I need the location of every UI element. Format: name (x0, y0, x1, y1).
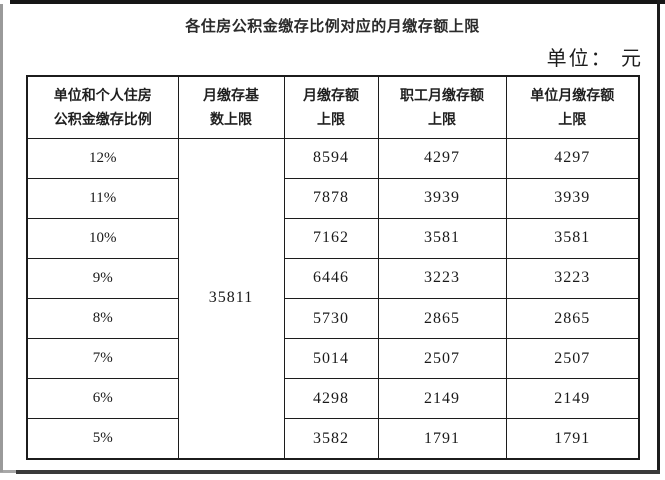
employer-cap-cell: 1791 (505, 418, 640, 460)
unit-label: 单位： 元 (546, 46, 643, 70)
employer-cap-cell: 2865 (505, 297, 640, 340)
ratio-cell: 12% (26, 137, 179, 179)
ratio-cell: 10% (26, 217, 179, 259)
table-row: 10% 7162 3581 3581 (26, 217, 640, 259)
page-border-bottom (16, 470, 660, 474)
ratio-cell: 8% (26, 297, 179, 340)
header-row: 单位和个人住房 公积金缴存比例 月缴存基 数上限 月缴存额 上限 职工月缴存额 … (26, 75, 640, 139)
table-row: 8% 5730 2865 2865 (26, 297, 640, 340)
employee-cap-cell: 4297 (377, 137, 507, 179)
employee-cap-cell: 3223 (377, 257, 507, 300)
page-border-bottom-left (0, 470, 16, 473)
header-ratio: 单位和个人住房 公积金缴存比例 (26, 75, 179, 139)
table-row: 7% 5014 2507 2507 (26, 338, 640, 380)
employer-cap-cell: 4297 (505, 137, 640, 179)
employer-cap-cell: 3939 (505, 177, 640, 219)
ratio-cell: 11% (26, 177, 179, 219)
employee-cap-cell: 2507 (377, 338, 507, 380)
employee-cap-cell: 2865 (377, 297, 507, 340)
ratio-cell: 7% (26, 338, 179, 380)
header-employee-cap: 职工月缴存额 上限 (377, 75, 507, 139)
page-border-left (0, 4, 3, 472)
header-employer-cap: 单位月缴存额 上限 (505, 75, 640, 139)
total-cap-cell: 7878 (283, 177, 379, 219)
ratio-cell: 9% (26, 257, 179, 300)
header-base-cap: 月缴存基 数上限 (177, 75, 285, 139)
base-cap-merged-cell: 35811 (177, 137, 285, 460)
employee-cap-cell: 3939 (377, 177, 507, 219)
table-row: 12% 35811 8594 4297 4297 (26, 137, 640, 460)
header-monthly-cap: 月缴存额 上限 (283, 75, 379, 139)
page-border-right (657, 0, 660, 474)
fund-cap-table: 单位和个人住房 公积金缴存比例 月缴存基 数上限 月缴存额 上限 职工月缴存额 … (26, 75, 640, 460)
total-cap-cell: 8594 (283, 137, 379, 179)
total-cap-cell: 4298 (283, 378, 379, 420)
ratio-cell: 6% (26, 378, 179, 420)
table-row: 6% 4298 2149 2149 (26, 378, 640, 420)
employer-cap-cell: 3581 (505, 217, 640, 259)
table-row: 5% 3582 1791 1791 (26, 418, 640, 460)
document-title: 各住房公积金缴存比例对应的月缴存额上限 (185, 18, 480, 35)
total-cap-cell: 6446 (283, 257, 379, 300)
total-cap-cell: 7162 (283, 217, 379, 259)
page-border-top (10, 0, 665, 4)
ratio-cell: 5% (26, 418, 179, 460)
employer-cap-cell: 2149 (505, 378, 640, 420)
employer-cap-cell: 2507 (505, 338, 640, 380)
employee-cap-cell: 3581 (377, 217, 507, 259)
table-row: 9% 6446 3223 3223 (26, 257, 640, 300)
employee-cap-cell: 1791 (377, 418, 507, 460)
employee-cap-cell: 2149 (377, 378, 507, 420)
employer-cap-cell: 3223 (505, 257, 640, 300)
table-row: 11% 7878 3939 3939 (26, 177, 640, 219)
total-cap-cell: 3582 (283, 418, 379, 460)
total-cap-cell: 5730 (283, 297, 379, 340)
total-cap-cell: 5014 (283, 338, 379, 380)
